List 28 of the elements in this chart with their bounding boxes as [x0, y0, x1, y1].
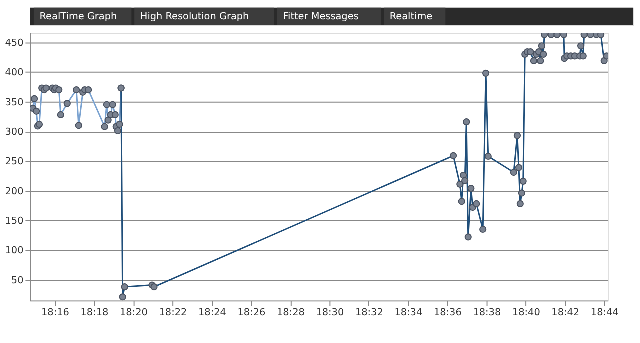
x-tick-label: 18:26 [238, 308, 266, 319]
y-tick-label: 450 [5, 38, 24, 49]
x-tick-label: 18:18 [80, 308, 109, 319]
x-tick-label: 18:30 [316, 308, 344, 319]
text: RealTime Graph [40, 12, 118, 22]
text: High Resolution Graph [140, 12, 250, 22]
x-tick-label: 18:20 [120, 308, 148, 319]
x-tick-label: 18:42 [552, 308, 580, 319]
y-tick-label: 100 [5, 246, 24, 257]
x-tick-label: 18:38 [473, 308, 502, 319]
text: Fitter Messages [283, 12, 359, 22]
x-tick-label: 18:28 [276, 308, 305, 319]
y-tick-label: 350 [5, 97, 24, 108]
text: Realtime [390, 12, 433, 22]
y-tick-label: 300 [5, 126, 24, 138]
y-tick-label: 50 [11, 275, 24, 286]
y-tick-label: 150 [5, 216, 24, 227]
x-tick-label: 18:40 [512, 308, 540, 319]
x-tick-label: 18:36 [434, 308, 462, 319]
x-tick-label: 18:24 [198, 308, 226, 319]
y-tick-label: 400 [5, 68, 24, 79]
x-tick-label: 18:16 [42, 308, 70, 319]
y-tick-label: 200 [5, 186, 24, 198]
x-tick-label: 18:34 [394, 308, 423, 319]
x-tick-label: 18:22 [159, 308, 188, 319]
y-tick-label: 250 [5, 156, 24, 168]
x-tick-label: 18:32 [355, 308, 384, 319]
x-tick-label: 18:44 [590, 308, 619, 319]
